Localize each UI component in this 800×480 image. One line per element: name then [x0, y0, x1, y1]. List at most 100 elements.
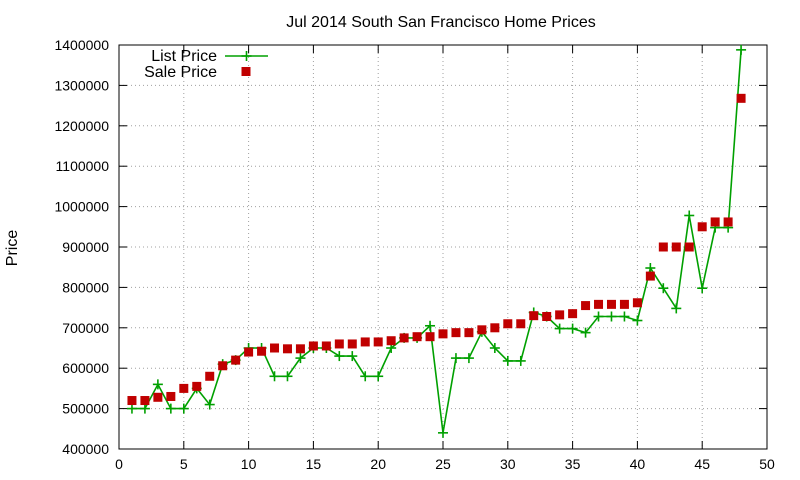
y-tick-label: 1100000	[56, 158, 110, 174]
y-tick-label: 1300000	[54, 77, 109, 93]
data-point-sale-price	[295, 344, 305, 354]
data-point-list-price	[126, 403, 137, 414]
data-point-list-price	[139, 403, 150, 414]
chart-title: Jul 2014 South San Francisco Home Prices	[286, 14, 595, 31]
x-tick-label: 40	[630, 456, 646, 472]
grid-lines	[119, 45, 767, 449]
x-tick-label: 10	[241, 456, 257, 472]
data-point-sale-price	[542, 311, 552, 321]
data-point-list-price	[645, 263, 656, 274]
data-point-sale-price	[192, 381, 202, 391]
data-point-list-price	[204, 399, 215, 410]
data-point-sale-price	[438, 329, 448, 339]
data-point-list-price	[736, 44, 747, 55]
data-point-list-price	[632, 315, 643, 326]
data-point-sale-price	[140, 396, 150, 406]
x-tick-label: 50	[759, 456, 775, 472]
data-point-sale-price	[516, 319, 526, 329]
data-point-sale-price	[658, 242, 668, 252]
data-point-sale-price	[321, 341, 331, 351]
data-point-list-price	[697, 283, 708, 294]
data-point-list-price	[373, 371, 384, 382]
data-point-sale-price	[308, 341, 318, 351]
data-point-sale-price	[205, 371, 215, 381]
data-point-sale-price	[555, 310, 565, 320]
data-point-list-price	[152, 379, 163, 390]
data-point-list-price	[684, 210, 695, 221]
x-tick-label: 30	[500, 456, 516, 472]
data-point-list-price	[425, 320, 436, 331]
legend-marker-sale-price	[241, 67, 251, 76]
data-point-sale-price	[373, 337, 383, 347]
legend-label-list-price: List Price	[151, 48, 217, 65]
data-point-sale-price	[581, 301, 591, 311]
x-tick-label: 20	[370, 456, 386, 472]
data-point-list-price	[593, 311, 604, 322]
y-axis-ticks: 400000 500000 600000 700000 800000 900000 1000…	[54, 37, 767, 457]
data-point-sale-price	[684, 242, 694, 252]
y-tick-label: 800000	[62, 279, 109, 295]
data-point-sale-price	[632, 298, 642, 308]
data-point-list-price	[165, 403, 176, 414]
data-point-list-price	[671, 303, 682, 314]
data-point-list-price	[580, 327, 591, 338]
y-tick-label: 900000	[62, 239, 109, 255]
data-point-sale-price	[594, 299, 604, 309]
data-point-sale-price	[464, 328, 474, 338]
data-point-sale-price	[619, 299, 629, 309]
x-tick-label: 45	[694, 456, 710, 472]
x-tick-label: 5	[180, 456, 188, 472]
data-point-sale-price	[153, 392, 163, 402]
x-tick-label: 0	[115, 456, 123, 472]
data-point-list-price	[334, 351, 345, 362]
data-point-list-price	[619, 311, 630, 322]
y-axis-label: Price	[4, 230, 21, 267]
data-point-sale-price	[231, 355, 241, 365]
data-point-sale-price	[347, 339, 357, 349]
data-point-sale-price	[360, 337, 370, 347]
data-point-sale-price	[412, 332, 422, 342]
data-point-list-price	[554, 323, 565, 334]
data-point-sale-price	[529, 311, 539, 321]
data-point-list-price	[438, 427, 448, 438]
data-point-sale-price	[723, 217, 733, 227]
series-sale-price	[127, 93, 746, 406]
data-point-sale-price	[399, 333, 409, 343]
data-point-sale-price	[697, 222, 707, 232]
legend-label-sale-price: Sale Price	[144, 64, 217, 81]
data-point-list-price	[567, 323, 578, 334]
data-point-list-price	[515, 355, 526, 366]
x-tick-label: 35	[565, 456, 581, 472]
y-tick-label: 700000	[62, 320, 109, 336]
data-point-sale-price	[166, 391, 176, 401]
data-point-list-price	[489, 343, 500, 353]
data-point-list-price	[606, 311, 617, 322]
data-point-sale-price	[218, 361, 228, 371]
data-point-list-price	[502, 355, 513, 366]
data-point-list-price	[282, 371, 293, 382]
data-point-list-price	[658, 283, 669, 294]
data-point-sale-price	[334, 339, 344, 349]
data-point-sale-price	[645, 271, 655, 281]
x-tick-label: 25	[435, 456, 451, 472]
data-point-list-price	[347, 351, 358, 362]
data-point-sale-price	[451, 328, 461, 338]
data-point-sale-price	[179, 383, 189, 393]
x-tick-label: 15	[306, 456, 322, 472]
data-point-sale-price	[386, 336, 396, 346]
legend: List Price Sale Price	[144, 48, 268, 81]
data-point-sale-price	[503, 319, 513, 329]
y-tick-label: 1400000	[54, 37, 109, 53]
y-tick-label: 500000	[62, 401, 109, 417]
y-tick-label: 400000	[62, 441, 109, 457]
y-tick-label: 600000	[62, 360, 109, 376]
data-point-list-price	[269, 371, 280, 382]
data-point-sale-price	[490, 323, 500, 333]
data-point-sale-price	[606, 299, 616, 309]
data-point-sale-price	[710, 217, 720, 227]
data-point-list-price	[360, 371, 371, 382]
data-point-list-price	[463, 353, 474, 364]
data-point-list-price	[450, 353, 461, 364]
